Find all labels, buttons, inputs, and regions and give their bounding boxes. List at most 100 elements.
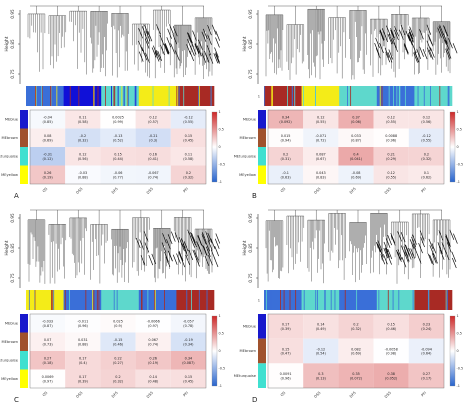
heatmap-cell-label: (0.39) xyxy=(280,327,291,331)
dendrogram-tick-label: 0.85 xyxy=(10,39,15,49)
heatmap-cell-label: -0.0058 xyxy=(385,347,398,351)
heatmap-cell-label: 0.0069 xyxy=(42,375,54,379)
heatmap-cell xyxy=(408,338,444,364)
heatmap-cell-label: (0.98) xyxy=(386,352,397,356)
heatmap-cell xyxy=(303,128,339,147)
heatmap-cell xyxy=(65,128,101,147)
heatmap-cell xyxy=(303,338,339,364)
dendrogram-tick-label: 0.75 xyxy=(248,69,253,79)
heatmap-cell-label: 0.031 xyxy=(78,338,88,342)
module-color-stripe xyxy=(378,290,380,310)
heatmap-border xyxy=(267,313,445,389)
heatmap-border xyxy=(267,109,445,185)
module-color-stripe xyxy=(35,86,36,106)
module-color-stripe xyxy=(388,86,390,106)
module-color-stripe xyxy=(315,290,317,310)
heatmap-cell-label: (0.77) xyxy=(113,175,124,179)
module-color-stripe xyxy=(300,290,301,310)
module-color-stripe xyxy=(303,290,305,310)
heatmap-cell-label: 0.11 xyxy=(79,116,87,120)
heatmap-cell xyxy=(170,147,206,166)
heatmap-cell-label: (0.56) xyxy=(78,157,89,161)
module-color-stripe xyxy=(398,290,400,310)
colorbar-tick-label: -1 xyxy=(457,384,460,388)
heatmap-border xyxy=(29,313,207,389)
column-label: DSS xyxy=(384,186,393,195)
module-color-stripe xyxy=(353,86,354,106)
module-color-stripe xyxy=(32,290,34,310)
module-color-stripe xyxy=(448,290,450,310)
colorbar-tick-label: 0.5 xyxy=(457,332,462,336)
colorbar xyxy=(211,315,218,387)
module-color-stripe xyxy=(134,290,136,310)
heatmap-border xyxy=(29,109,207,185)
heatmap-cell-label: 0.27 xyxy=(423,372,431,376)
module-color-stripe xyxy=(92,290,94,310)
heatmap-cell-label: (0.54) xyxy=(316,352,327,356)
heatmap-cell-label: (0.83) xyxy=(316,175,327,179)
heatmap-cell xyxy=(65,369,101,388)
module-color-stripe xyxy=(75,86,77,106)
heatmap-cell-label: 0.12 xyxy=(387,116,395,120)
module-color-stripe xyxy=(284,86,286,106)
row-color-swatch xyxy=(20,351,28,370)
column-label: OS xyxy=(280,186,287,193)
heatmap-cell xyxy=(30,147,66,166)
heatmap-cell xyxy=(135,351,171,370)
heatmap-cell-label: (0.96) xyxy=(386,138,397,142)
heatmap-cell xyxy=(373,314,409,339)
heatmap-cell xyxy=(373,128,409,147)
colorbar-tick-label: 1 xyxy=(457,314,459,318)
module-color-stripe xyxy=(442,86,444,106)
heatmap-cell-label: (0.73) xyxy=(42,342,53,346)
heatmap-cell xyxy=(135,369,171,388)
module-color-stripe xyxy=(141,290,142,310)
heatmap-cell-label: 0.2 xyxy=(353,323,358,327)
colorbar-tick-label: -1 xyxy=(219,180,222,184)
panel-c: 0.95 0.85 0.75 Height MEblue -0.033(0.87) -0.0… xyxy=(0,209,225,399)
heatmap-cell-label: -0.06 xyxy=(114,171,123,175)
module-color-stripe xyxy=(69,86,71,106)
heatmap-cell xyxy=(170,332,206,351)
heatmap-cell xyxy=(373,165,409,184)
heatmap-cell-label: 0.22 xyxy=(114,357,122,361)
heatmap-cell xyxy=(30,165,66,184)
dendrogram-tick-label: 0.75 xyxy=(248,273,253,283)
dendrogram-tick-label: 0.75 xyxy=(10,273,15,283)
module-color-block xyxy=(339,86,378,106)
heatmap-cell xyxy=(303,363,339,388)
heatmap-cell xyxy=(65,332,101,351)
heatmap-cell-label: (0.69) xyxy=(351,175,362,179)
module-color-stripe xyxy=(85,290,87,310)
colorbar-tick-label: -1 xyxy=(457,180,460,184)
heatmap-cell xyxy=(135,147,171,166)
heatmap-cell xyxy=(135,332,171,351)
module-color-block xyxy=(101,290,140,310)
row-label: MEblue xyxy=(243,325,257,329)
module-color-stripe xyxy=(427,290,429,310)
heatmap-cell-label: (0.55) xyxy=(421,138,432,142)
heatmap-cell xyxy=(268,110,304,129)
heatmap-cell-label: 0.043 xyxy=(316,171,326,175)
heatmap-cell-label: 0.07 xyxy=(44,338,52,342)
heatmap-cell xyxy=(170,110,206,129)
heatmap-cell-label: (0.74) xyxy=(148,175,159,179)
module-color-stripe xyxy=(380,290,382,310)
dendrogram-dense-branches xyxy=(138,24,221,64)
dendrogram-tick-label: 0.85 xyxy=(248,39,253,49)
heatmap-cell-label: (0.88) xyxy=(78,175,89,179)
heatmap-cell xyxy=(30,314,66,333)
heatmap-cell-label: 0.082 xyxy=(351,347,361,351)
heatmap-cell-label: 0.015 xyxy=(281,134,291,138)
heatmap-cell-label: (0.87) xyxy=(42,324,53,328)
heatmap-cell-label: 0.27 xyxy=(44,357,52,361)
heatmap-cell-label: (0.55) xyxy=(386,175,397,179)
heatmap-cell xyxy=(135,165,171,184)
row-label: MEyellow xyxy=(1,377,18,381)
module-color-stripe xyxy=(341,86,342,106)
module-color-stripe xyxy=(294,86,296,106)
heatmap-cell-label: -0.19 xyxy=(184,338,193,342)
module-color-stripe xyxy=(139,86,141,106)
module-color-stripe xyxy=(447,86,449,106)
